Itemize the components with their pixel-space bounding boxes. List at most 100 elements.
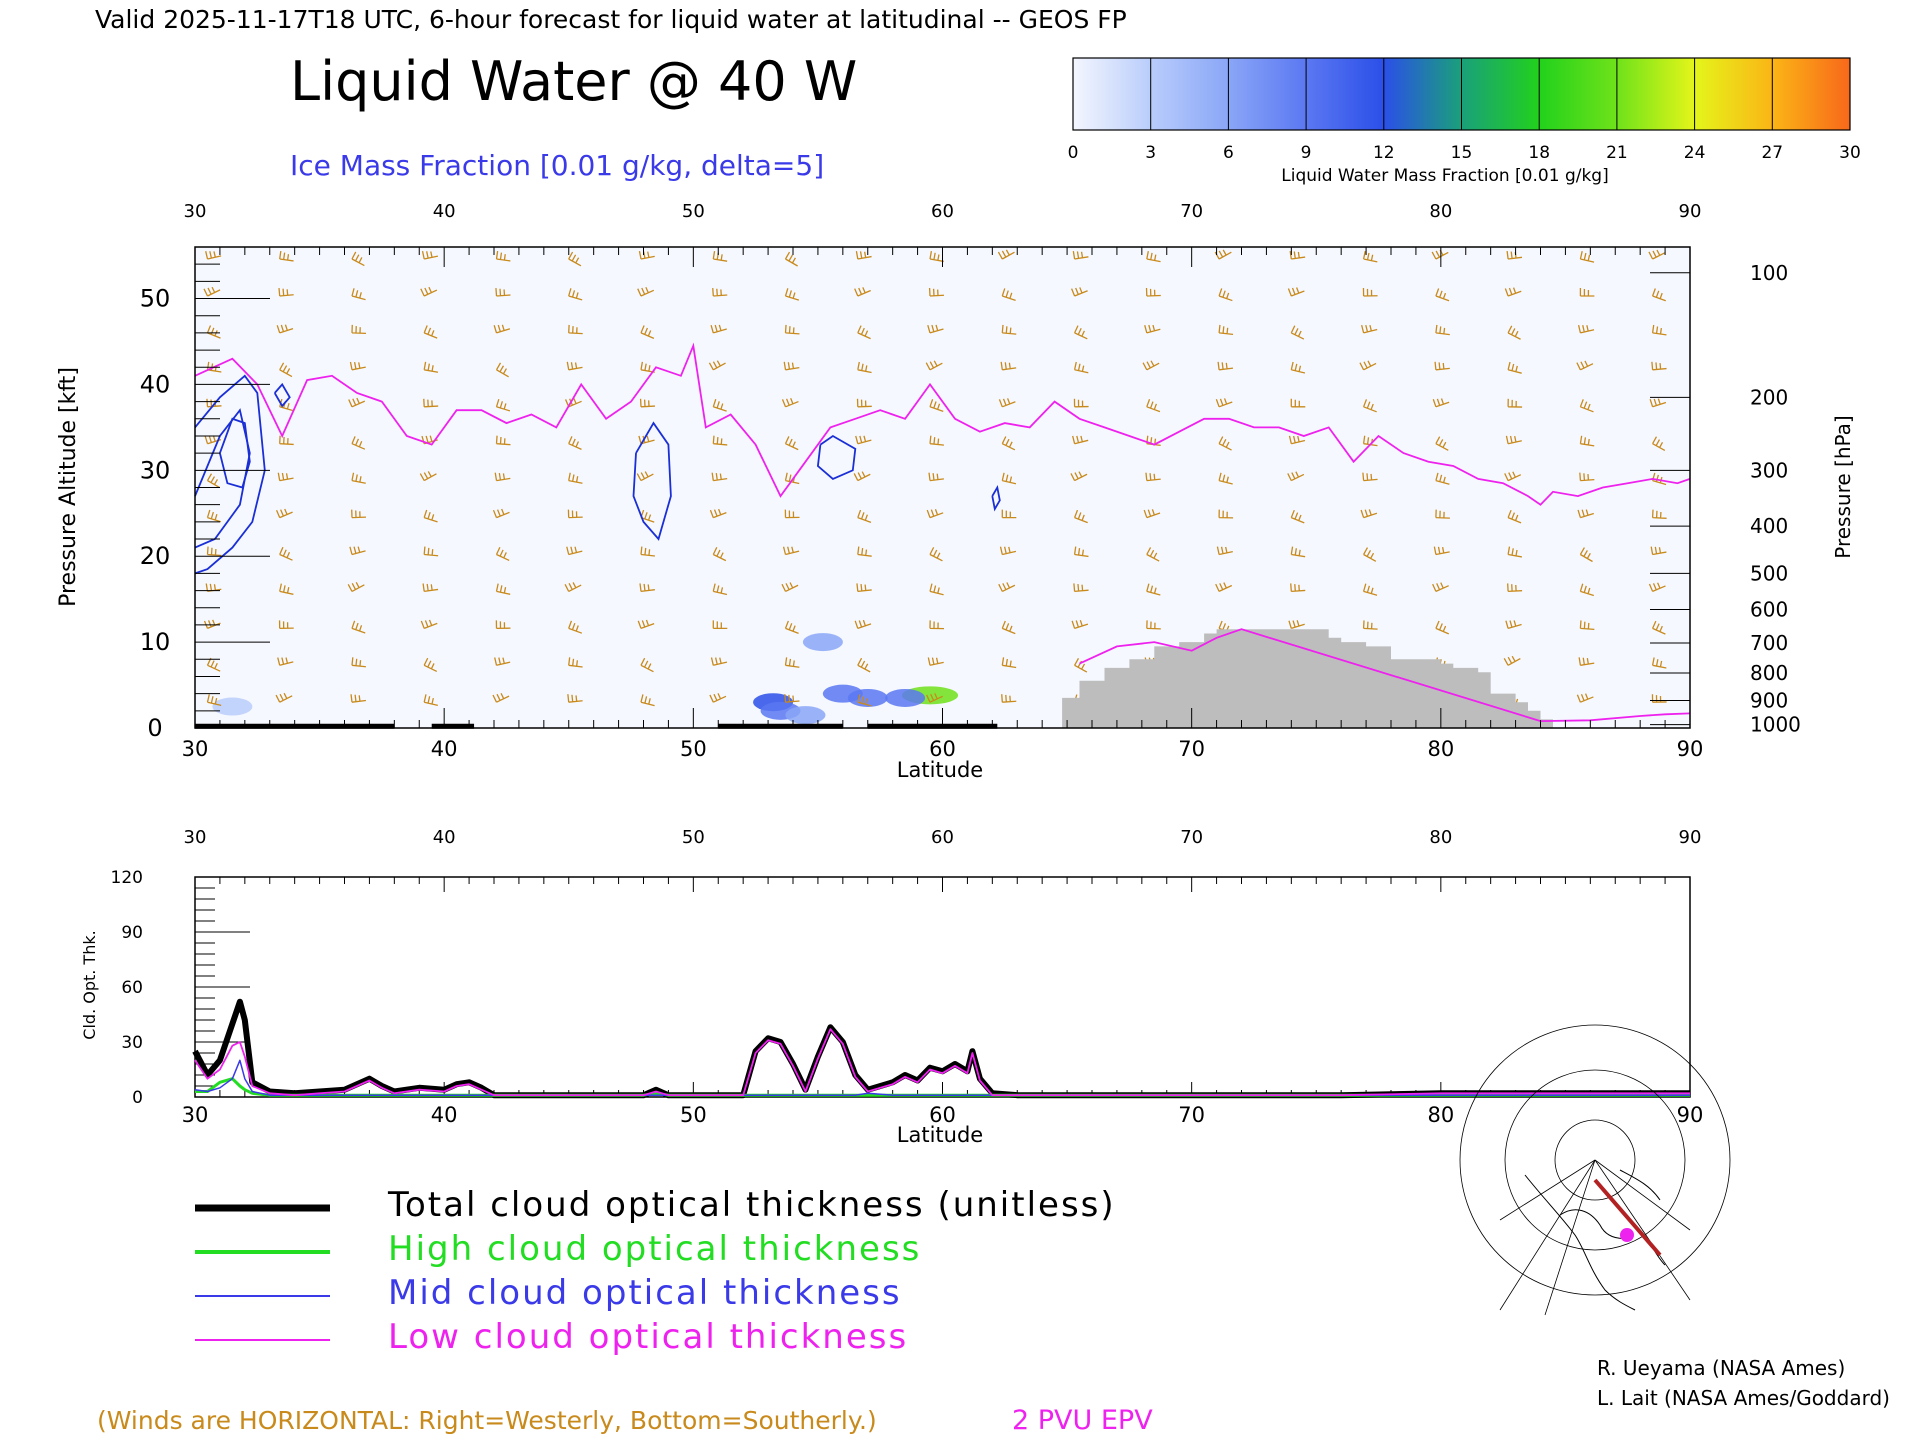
wind-barb [568,436,582,450]
wind-barb-shaft [351,657,366,668]
wind-barb-shaft [422,583,439,593]
wind-barb-shaft [206,694,222,706]
credit-lait: L. Lait (NASA Ames/Goddard) [1597,1386,1890,1410]
wind-barb [640,694,655,707]
wind-barb-shaft [1507,325,1521,340]
wind-barb [568,324,583,335]
wind-barb-shaft [278,620,294,630]
wind-barb-shaft [1146,620,1161,630]
wind-barb-shaft [712,620,728,630]
wind-barb [277,472,294,482]
wind-barb-shaft [567,694,583,703]
bottom-x-tick-label: 70 [1178,1103,1205,1127]
top-x-tick-label: 70 [1178,737,1205,761]
wind-barb [1290,398,1306,408]
wind-barb [784,324,800,335]
top-y-tick-label: 50 [140,285,171,313]
wind-barb [1072,435,1089,445]
wind-barb [1146,620,1161,630]
wind-barb-shaft [351,472,366,484]
wind-barb [1507,398,1523,408]
wind-barb [1073,361,1089,374]
wind-barb-shaft [492,693,510,703]
wind-barb [709,693,727,703]
wind-barb [423,398,439,408]
wind-barb [1218,324,1234,336]
wind-barb [1360,509,1378,519]
wind-barb [1651,509,1667,519]
wind-barb-shaft [494,657,511,666]
bottom-panel: 30 30 40 40 50 50 60 60 70 70 80 80 90 90 0 30 60 90 120 [111,827,1704,1127]
wind-barb [639,583,655,593]
wind-barb [1432,582,1449,592]
wind-barb-shaft [1360,509,1378,519]
wind-barb [564,582,582,592]
top-x-tick-label-upper: 70 [1180,201,1203,222]
top-x-tick-label-upper: 40 [433,201,456,222]
wind-barb-shaft [708,360,726,371]
wind-barb-shaft [856,583,872,593]
wind-barb-shaft [1435,288,1450,302]
wind-barb-shaft [929,435,944,446]
wind-barb-shaft [638,251,655,260]
wind-barb [206,657,221,672]
wind-barb-shaft [712,583,728,596]
legend-label: Low cloud optical thickness [388,1317,908,1357]
wind-barb-shaft [712,250,728,262]
wind-barb [638,435,655,445]
wind-barb-shaft [1218,288,1233,302]
wind-barb [1576,693,1594,703]
bottom-y-tick-label: 120 [111,868,143,888]
wind-barb-shaft [1287,287,1305,297]
wind-barb [857,509,872,523]
legend: Total cloud optical thickness (unitless)… [195,1185,1114,1357]
colorbar-tick-label: 6 [1223,143,1234,163]
wind-barb-shaft [1435,472,1450,485]
top-plot-background [195,247,1690,728]
wind-barb [492,693,510,703]
pressure-tick-label: 600 [1750,597,1788,621]
wind-barb [711,472,728,482]
wind-barb [1071,287,1088,297]
top-x-tick-label-upper: 50 [682,201,705,222]
wind-barb-shaft [564,397,582,408]
wind-barb-shaft [1142,360,1160,371]
colorbar-tick-label: 3 [1145,143,1156,163]
wind-barb [1214,249,1232,260]
wind-barb [1649,398,1667,408]
wind-barb [854,287,871,297]
wind-barb [351,436,366,450]
wind-barb-shaft [855,251,872,260]
bottom-y-tick-label: 60 [121,978,143,998]
wind-barb-shaft [640,657,654,673]
wind-barb-shaft [638,435,655,445]
wind-barb-shaft [492,508,510,519]
wind-barb [1074,325,1088,340]
wind-barb-shaft [926,693,943,703]
wind-barb [495,546,510,562]
wind-barb-shaft [1435,436,1449,451]
wind-barb [566,546,583,556]
wind-barb-shaft [1651,361,1667,371]
wind-barb-shaft [495,362,509,378]
wind-barb [495,250,511,262]
wind-barb-shaft [568,657,583,668]
wind-barb-shaft [636,471,654,482]
bottom-x-tick-label-upper: 80 [1429,827,1452,848]
wind-barb-shaft [1362,287,1378,297]
wind-barb-shaft [712,435,728,446]
wind-barb [1218,472,1233,485]
top-x-tick-label-upper: 80 [1429,201,1452,222]
wind-barb [1215,398,1233,408]
wind-barb [784,620,799,635]
wind-barb-shaft [278,287,294,297]
wind-barb [1435,472,1450,485]
wind-barb-shaft [857,509,872,523]
wind-barb [784,436,799,451]
wind-barb-shaft [1576,693,1594,703]
wind-barb [1504,287,1522,297]
wind-barb [1507,325,1521,340]
wind-barb [1435,509,1450,519]
chart-subtitle: Ice Mass Fraction [0.01 g/kg, delta=5] [290,149,824,182]
wind-barb [1362,287,1378,297]
